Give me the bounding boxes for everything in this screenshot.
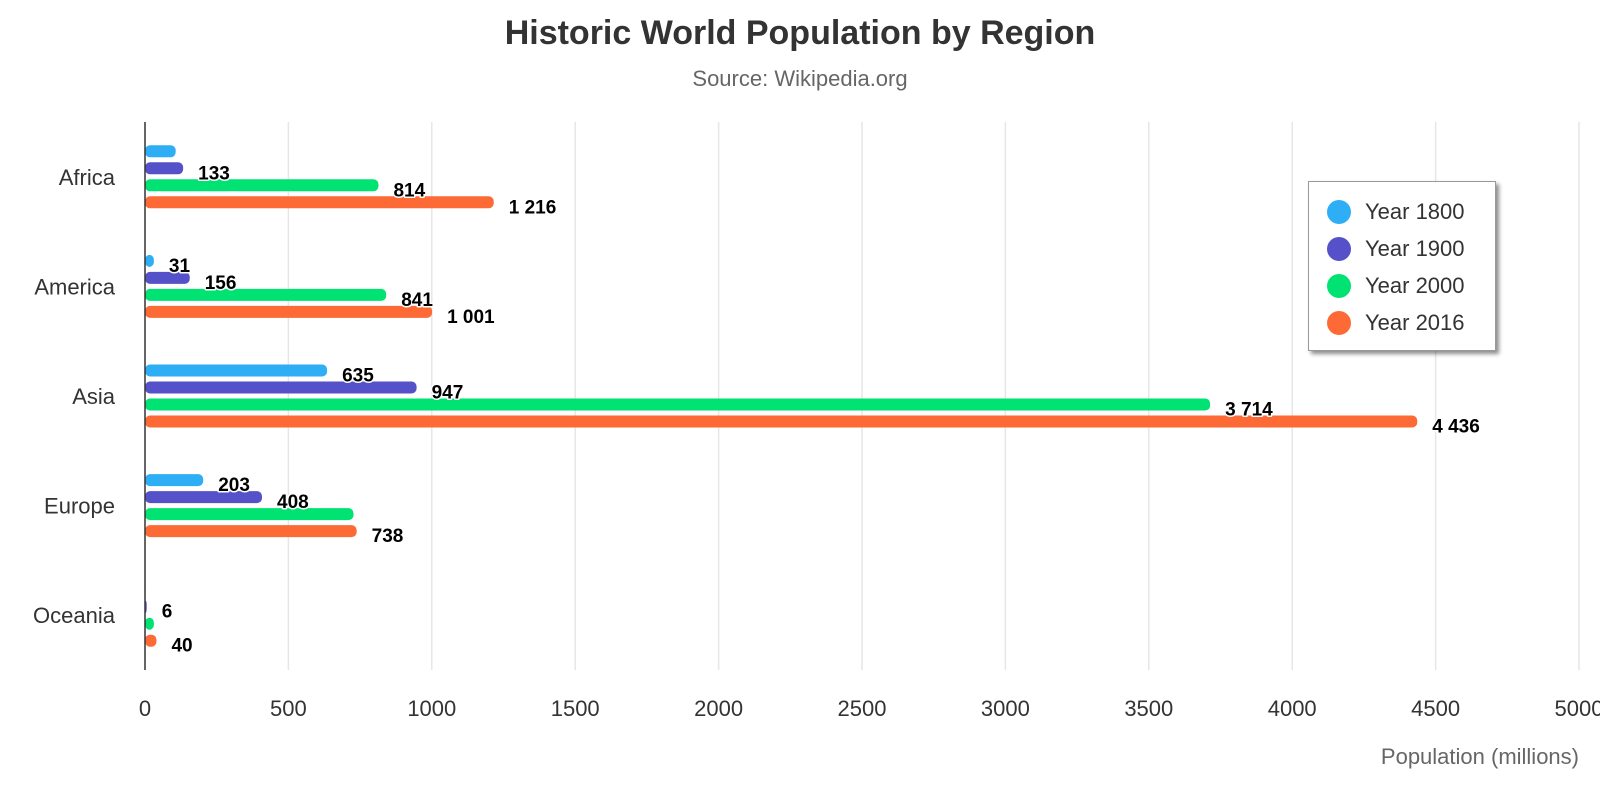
legend-swatch: [1327, 200, 1351, 224]
x-tick-label: 1000: [407, 696, 456, 721]
legend: Year 1800 Year 1900 Year 2000 Year 2016: [1308, 181, 1496, 351]
data-label: 738: [372, 526, 404, 547]
bar-europe-year-1800[interactable]: [145, 474, 204, 487]
y-category-label: America: [34, 274, 115, 299]
bar-africa-year-2000[interactable]: [145, 179, 379, 192]
bar-asia-year-2000[interactable]: [145, 398, 1211, 411]
data-label: 156: [205, 273, 237, 294]
bar-europe-year-1900[interactable]: [145, 491, 263, 504]
bar-africa-year-1800[interactable]: [145, 145, 176, 158]
bar-asia-year-1900[interactable]: [145, 381, 417, 394]
bar-america-year-1800[interactable]: [145, 254, 154, 267]
x-tick-label: 0: [139, 696, 151, 721]
data-labels-layer: 31 635 203 133 156 947 408 6 814 841 3 714 1 216 1 0…: [160, 162, 1481, 658]
x-tick-label: 3500: [1124, 696, 1173, 721]
x-tick-label: 500: [270, 696, 307, 721]
bar-oceania-year-2016[interactable]: [145, 634, 157, 647]
data-label: 4 436: [1432, 417, 1480, 438]
legend-label: Year 1900: [1365, 236, 1465, 261]
legend-item[interactable]: Year 2016: [1327, 308, 1465, 338]
x-tick-label: 2000: [694, 696, 743, 721]
y-category-label: Europe: [44, 494, 115, 519]
data-label: 133: [198, 163, 230, 184]
legend-label: Year 2016: [1365, 310, 1465, 335]
x-axis-title: Population (millions): [1381, 744, 1579, 769]
x-tick-label: 4000: [1268, 696, 1317, 721]
bar-america-year-2000[interactable]: [145, 288, 387, 301]
data-label: 31: [169, 256, 191, 277]
legend-swatch: [1327, 311, 1351, 335]
bar-africa-year-2016[interactable]: [145, 196, 494, 209]
x-tick-label: 5000: [1555, 696, 1600, 721]
bar-oceania-year-2000[interactable]: [145, 617, 154, 630]
legend-item[interactable]: Year 1800: [1327, 197, 1465, 227]
legend-label: Year 1800: [1365, 199, 1465, 224]
bar-america-year-2016[interactable]: [145, 305, 433, 318]
x-tick-label: 2500: [838, 696, 887, 721]
data-label: 3 714: [1225, 400, 1273, 421]
legend-item[interactable]: Year 2000: [1327, 271, 1465, 301]
x-tick-label: 1500: [551, 696, 600, 721]
y-category-label: Oceania: [33, 603, 116, 628]
bar-asia-year-1800[interactable]: [145, 364, 328, 377]
chart-subtitle: Source: Wikipedia.org: [692, 66, 908, 91]
bar-asia-year-2016[interactable]: [145, 415, 1418, 428]
chart-title: Historic World Population by Region: [504, 14, 1096, 52]
legend-swatch: [1327, 274, 1351, 298]
data-label: 947: [432, 383, 464, 404]
data-label: 841: [401, 290, 433, 311]
data-label: 40: [171, 636, 192, 657]
legend-item[interactable]: Year 1900: [1327, 234, 1465, 264]
data-label: 1 216: [509, 197, 557, 218]
bar-europe-year-2000[interactable]: [145, 508, 354, 521]
y-category-label: Africa: [59, 165, 116, 190]
bar-america-year-1900[interactable]: [145, 271, 190, 284]
legend-label: Year 2000: [1365, 273, 1465, 298]
data-label: 203: [218, 475, 250, 496]
data-label: 814: [393, 180, 425, 201]
data-label: 408: [277, 492, 309, 513]
data-label: 635: [342, 366, 374, 387]
axis-layer: 0 500 1000 1500 2000 2500 3000 3500 4000 4500 5000…: [33, 122, 1600, 721]
bar-europe-year-2016[interactable]: [145, 525, 357, 538]
y-category-label: Asia: [72, 384, 116, 409]
data-label: 6: [162, 602, 173, 623]
data-label: 1 001: [447, 307, 495, 328]
bar-africa-year-1900[interactable]: [145, 162, 184, 175]
grid-layer: [287, 122, 1580, 670]
bars-layer: [145, 145, 1418, 647]
legend-swatch: [1327, 237, 1351, 261]
x-tick-label: 4500: [1411, 696, 1460, 721]
x-tick-label: 3000: [981, 696, 1030, 721]
